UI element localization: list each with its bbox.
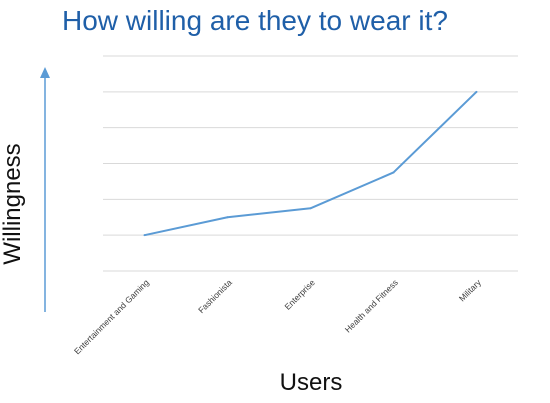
x-tick-label: Fashionista	[196, 277, 234, 315]
data-point	[475, 90, 478, 93]
grid-lines	[103, 55, 518, 272]
series-group	[143, 90, 478, 237]
chart-title: How willing are they to wear it?	[62, 5, 448, 36]
y-axis-title: Willingness	[0, 143, 26, 264]
x-tick-labels: Entertainment and Gaming Fashionista Enter…	[72, 277, 483, 356]
y-axis-arrowhead	[40, 67, 50, 78]
data-point	[309, 207, 312, 210]
x-tick-label: Entertainment and Gaming	[72, 277, 151, 356]
data-point	[226, 216, 229, 219]
x-tick-label: Health and Fitness	[343, 277, 400, 334]
data-point	[392, 171, 395, 174]
data-point	[143, 234, 146, 237]
x-tick-label: Military	[457, 277, 484, 304]
x-tick-label: Enterprise	[282, 277, 317, 312]
x-axis-title: Users	[280, 369, 343, 396]
